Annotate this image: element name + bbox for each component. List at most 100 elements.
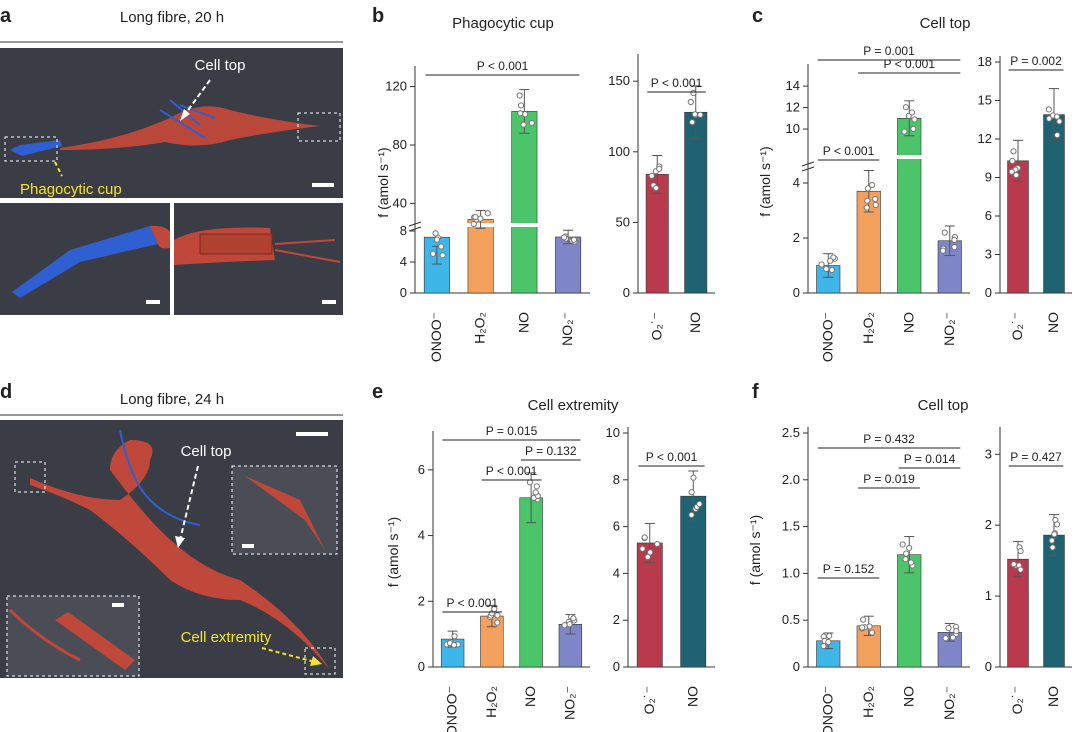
- p-value-label: P = 0.132: [525, 444, 577, 458]
- data-point: [899, 541, 906, 548]
- data-point: [863, 204, 870, 211]
- category-label: NO₂⁻: [941, 686, 957, 720]
- data-point: [1053, 113, 1061, 120]
- y-tick-label: 0: [793, 659, 800, 674]
- category-label: NO: [1045, 312, 1061, 333]
- data-point: [825, 638, 832, 646]
- data-point: [1009, 157, 1016, 165]
- chart-f-cell-top: Cell top 0 0.5 1.0 1.5 2.0 2.5 f (amol s⁻¹) ONOO…: [747, 397, 970, 732]
- bar: [897, 118, 922, 294]
- data-point: [908, 109, 916, 116]
- y-tick-label: 2.5: [782, 425, 800, 440]
- cell-body-d: [30, 440, 330, 670]
- y-tick-label: 4: [613, 565, 620, 580]
- data-point: [907, 559, 915, 566]
- data-point: [820, 642, 827, 650]
- category-label: ONOO⁻: [428, 312, 444, 362]
- p-value-label: P = 0.152: [823, 562, 875, 576]
- y-tick-label: 0: [613, 659, 620, 674]
- y-tick-label: 0: [400, 285, 407, 300]
- y-tick-label: 15: [978, 93, 992, 108]
- data-point: [859, 624, 866, 631]
- category-label: O₂˙⁻: [1009, 686, 1025, 714]
- category-label: NO: [900, 686, 916, 707]
- data-point: [433, 236, 441, 243]
- cell-top-label-d: Cell top: [181, 443, 232, 460]
- y-tick-label: 4: [793, 175, 800, 190]
- y-tick-label: 10: [786, 121, 800, 136]
- data-point: [1045, 106, 1052, 113]
- category-label: H₂O₂: [860, 686, 876, 718]
- y-tick-label: 0: [623, 285, 630, 300]
- y-tick-label: 120: [385, 79, 407, 94]
- y-tick-label: 3: [985, 446, 992, 461]
- y-tick-label: 12: [786, 100, 800, 115]
- panel-d-title: Long fibre, 24 h: [120, 391, 224, 408]
- data-point: [827, 257, 834, 264]
- y-tick-label: 2.0: [782, 472, 800, 487]
- data-point: [1051, 531, 1058, 538]
- data-point: [1053, 521, 1061, 528]
- data-point: [1048, 537, 1056, 544]
- y-tick-label: 12: [978, 131, 992, 146]
- fibre-end: [10, 140, 62, 156]
- data-point: [494, 612, 501, 619]
- y-tick-label: 2: [793, 230, 800, 245]
- y-tick-label: 8: [400, 223, 407, 238]
- data-point: [939, 247, 947, 254]
- data-point: [869, 629, 876, 636]
- panel-label-f: f: [752, 381, 759, 403]
- y-tick-label: 2: [613, 612, 620, 627]
- bar: [555, 236, 582, 294]
- data-point: [644, 553, 651, 561]
- p-value-label: P < 0.001: [486, 464, 538, 478]
- p-value-label: P = 0.015: [486, 424, 538, 438]
- p-value-label: P < 0.001: [646, 450, 698, 464]
- data-point: [520, 121, 527, 128]
- p-value-label: P < 0.001: [884, 57, 936, 71]
- data-point: [517, 102, 525, 109]
- category-label: NO: [1045, 686, 1061, 707]
- data-point: [450, 641, 458, 649]
- bar-break-gap: [510, 223, 539, 227]
- y-tick-label: 2: [985, 517, 992, 532]
- category-label: H₂O₂: [860, 312, 876, 344]
- data-point: [1046, 115, 1053, 122]
- data-point: [647, 549, 654, 556]
- category-label: ONOO⁻: [444, 686, 460, 732]
- y-tick-label: 6: [985, 208, 992, 223]
- data-point: [696, 500, 703, 508]
- panel-label-d: d: [0, 381, 12, 403]
- data-point: [697, 111, 704, 118]
- data-point: [484, 210, 491, 217]
- data-point: [1008, 168, 1015, 175]
- cell-extremity-label-d: Cell extremity: [181, 629, 272, 646]
- p-value-label: P = 0.001: [863, 44, 915, 58]
- data-point: [872, 201, 879, 208]
- category-label: ONOO⁻: [819, 312, 835, 362]
- p-value-label: P = 0.002: [1010, 54, 1062, 68]
- y-axis-label: f (amol s⁻¹): [375, 147, 391, 217]
- axis-break: [801, 161, 815, 167]
- chart-title: Cell top: [920, 15, 971, 32]
- p-value-label: P = 0.432: [863, 432, 915, 446]
- data-point: [1049, 544, 1056, 551]
- panel-a: a Long fibre, 20 h Cell top Phagocytic c…: [0, 5, 343, 315]
- p-value-label: P = 0.019: [863, 472, 915, 486]
- y-tick-label: 1.0: [782, 565, 800, 580]
- panel-label-b: b: [372, 5, 384, 27]
- axis-break: [408, 221, 422, 227]
- y-tick-label: 10: [606, 425, 620, 440]
- data-point: [451, 633, 458, 640]
- bar: [511, 111, 538, 294]
- bar: [684, 111, 708, 294]
- y-tick-label: 4: [400, 254, 407, 269]
- bar: [1043, 114, 1065, 294]
- data-point: [951, 244, 958, 251]
- data-point: [903, 550, 910, 557]
- data-point: [941, 229, 948, 236]
- chart-title: Phagocytic cup: [452, 15, 554, 32]
- y-tick-label: 6: [418, 462, 425, 477]
- category-label: NO: [522, 686, 538, 707]
- cell-top-label-a: Cell top: [195, 57, 246, 74]
